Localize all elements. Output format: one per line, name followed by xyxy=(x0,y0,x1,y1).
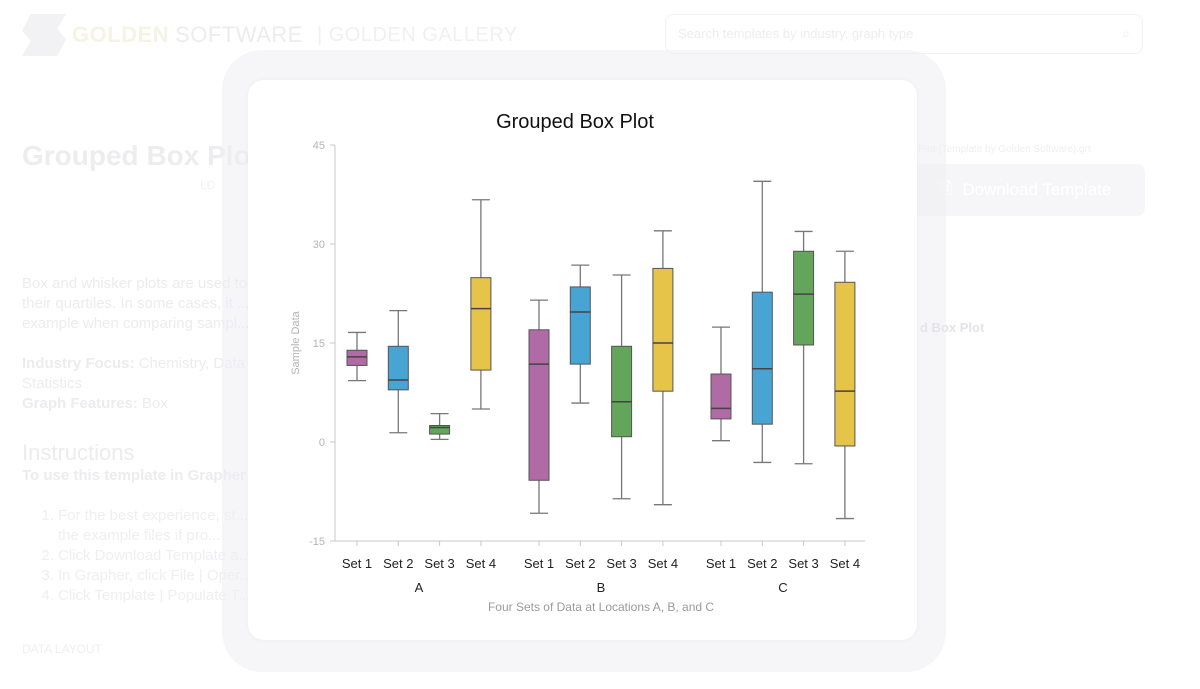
gallery-label: | GOLDEN GALLERY xyxy=(316,23,518,46)
features-label: Graph Features: xyxy=(22,395,138,412)
industry-label: Industry Focus: xyxy=(22,355,135,372)
instruction-steps: For the best experience, st... use the e… xyxy=(38,506,300,606)
thumbnail-title: d Box Plot xyxy=(920,320,985,335)
template-file-name: d Box Plot (Template by Golden Software)… xyxy=(890,144,1091,155)
description-text: Box and whisker plots are used to ... th… xyxy=(22,275,264,332)
instructions-subheading: To use this template in Grapher xyxy=(22,467,246,484)
logo-golden: GOLDEN xyxy=(72,22,170,47)
logo-software: SOFTWARE xyxy=(175,22,303,47)
search-input[interactable]: Search templates by industry, graph type… xyxy=(665,14,1143,54)
logo-mark-icon xyxy=(22,14,66,56)
step: For the best experience, st... use the e… xyxy=(58,506,300,546)
page-subtitle: LD xyxy=(200,178,216,192)
search-icon[interactable]: ⌕ xyxy=(1122,25,1130,41)
image-lightbox xyxy=(248,80,917,640)
step: Click Download Template a... xyxy=(58,546,300,566)
search-placeholder: Search templates by industry, graph type xyxy=(678,26,914,41)
logo[interactable]: GOLDEN SOFTWARE | GOLDEN GALLERY xyxy=(22,14,518,56)
step: In Grapher, click File | Oper... xyxy=(58,566,300,586)
page-title: Grouped Box Plot xyxy=(22,140,260,171)
download-label: Download Template xyxy=(962,180,1112,199)
data-layout-heading: DATA LAYOUT xyxy=(22,642,103,656)
step: Click Template | Populate T... xyxy=(58,586,300,606)
features-value: Box xyxy=(142,395,168,412)
instructions-heading: Instructions xyxy=(22,440,135,465)
